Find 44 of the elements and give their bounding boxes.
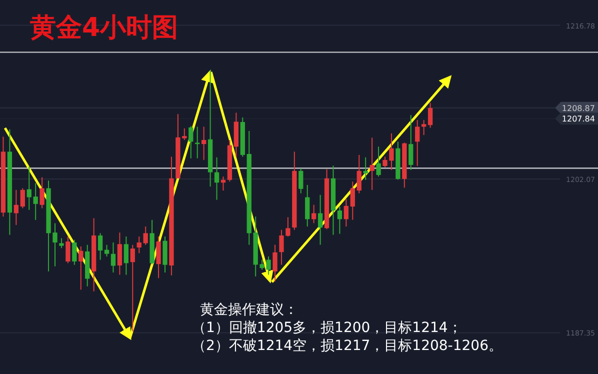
candlestick	[305, 184, 310, 227]
candlestick	[124, 236, 129, 276]
candlestick	[272, 244, 278, 282]
candlestick	[104, 244, 110, 257]
candlestick	[214, 156, 220, 200]
candlestick	[33, 182, 38, 220]
candlestick	[415, 120, 420, 166]
candlestick	[318, 194, 323, 246]
candlestick	[26, 166, 32, 210]
candlestick	[98, 232, 103, 260]
candlestick	[311, 204, 316, 224]
candlestick	[195, 126, 200, 159]
candlestick	[72, 239, 77, 266]
ref-line-label: 1207.84	[562, 114, 595, 124]
candlestick	[201, 126, 206, 160]
candlestick	[66, 236, 70, 264]
candlestick	[363, 156, 368, 180]
candlestick	[110, 242, 116, 273]
candlestick	[143, 226, 148, 246]
candlestick	[376, 146, 381, 178]
ref-line-label: 1208.87	[562, 104, 595, 113]
annotation: 黄金操作建议：	[200, 302, 298, 318]
annotation: （1）回撤1205多，损1200，目标1214；	[192, 320, 462, 336]
candlestick	[188, 126, 194, 159]
candlestick	[117, 232, 122, 276]
candlestick	[40, 176, 44, 209]
candlestick	[156, 236, 161, 279]
annotation: （2）不破1214空，损1217，目标1208-1206。	[192, 338, 502, 354]
candlestick	[20, 188, 25, 209]
candlestick	[14, 189, 19, 226]
candlestick	[78, 246, 84, 290]
candlestick	[408, 114, 414, 170]
candlestick	[130, 244, 135, 332]
candlestick	[428, 102, 433, 128]
candlestick	[370, 137, 374, 190]
candlestick	[421, 120, 426, 136]
candlestick	[344, 198, 349, 227]
text: 黄金4小时图	[29, 13, 178, 43]
candlestick	[136, 236, 142, 254]
candlestick	[337, 206, 342, 234]
candlestick	[356, 154, 362, 194]
candlestick	[350, 181, 355, 220]
candlestick	[59, 238, 64, 249]
candlestick	[298, 168, 304, 194]
